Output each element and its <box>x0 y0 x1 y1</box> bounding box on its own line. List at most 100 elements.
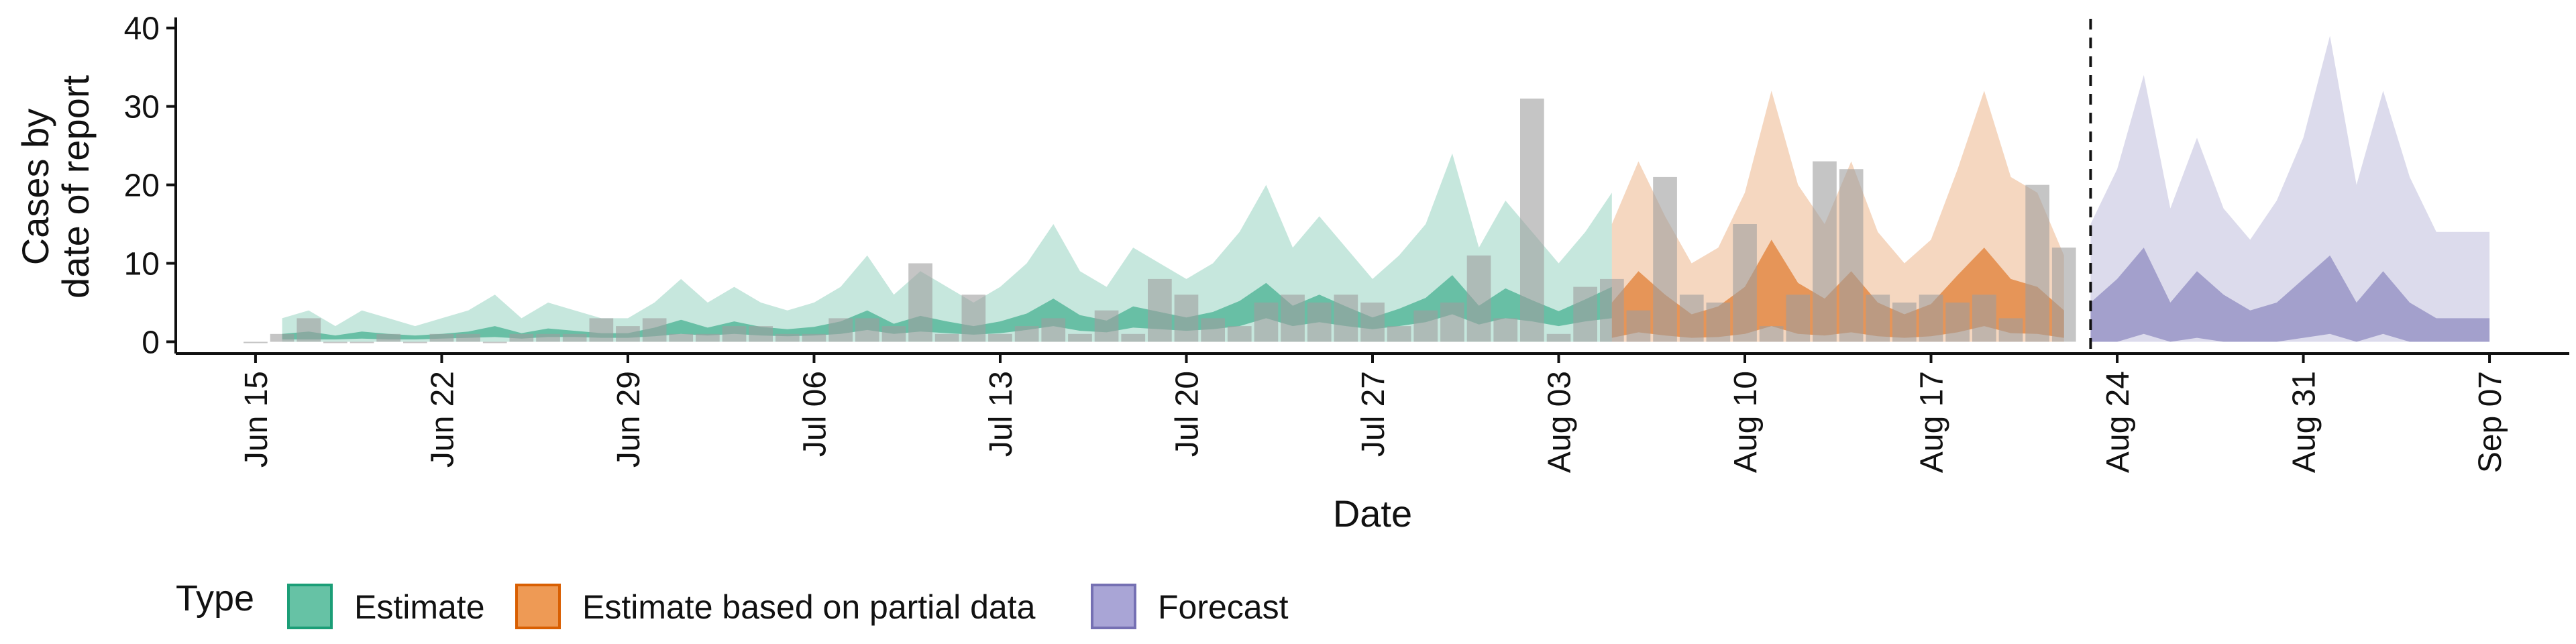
x-tick-label: Aug 17 <box>1915 371 1950 473</box>
x-tick-label: Jul 20 <box>1170 371 1205 457</box>
case-bar <box>669 333 694 342</box>
x-axis-title: Date <box>1333 492 1412 535</box>
case-bar <box>1520 98 1544 342</box>
case-bar <box>988 333 1012 342</box>
forecast-outer-band <box>2090 36 2490 342</box>
legend-key-swatch <box>1091 584 1136 629</box>
case-bar <box>1786 294 1811 342</box>
case-bar <box>775 333 800 342</box>
case-bar <box>1626 310 1651 342</box>
legend-item-label: Estimate based on partial data <box>582 588 1036 626</box>
case-bar <box>1653 176 1677 342</box>
case-bar <box>429 333 454 342</box>
case-bar <box>616 326 640 342</box>
x-tick-label: Jun 15 <box>239 371 274 468</box>
axes: 0 10 20 30 40 Jun 15 Jun 22 Jun 29 Jul 06 Jul 13 J… <box>14 11 2569 535</box>
case-bar <box>2051 248 2076 342</box>
case-bar <box>1866 294 1890 342</box>
case-bar <box>1068 333 1092 342</box>
y-axis-title: Cases bydate of report <box>14 75 97 299</box>
estimate-partial-outer-band <box>1611 91 2064 342</box>
x-tick-label: Aug 03 <box>1542 371 1578 473</box>
case-bar <box>1094 310 1119 342</box>
case-bar <box>536 333 560 342</box>
case-bar <box>1679 294 1704 342</box>
case-bar <box>1014 326 1039 342</box>
y-tick-label: 40 <box>124 11 160 47</box>
x-tick-label: Jun 22 <box>425 371 460 468</box>
case-bar <box>1998 318 2023 342</box>
case-bar <box>1174 294 1199 342</box>
case-bar <box>482 341 507 343</box>
case-bar <box>749 326 773 342</box>
x-tick-label: Jun 29 <box>611 371 647 468</box>
y-tick-label: 0 <box>142 325 160 360</box>
case-bar <box>1706 303 1731 342</box>
case-bar <box>509 333 534 342</box>
case-bar <box>1307 303 1332 342</box>
x-tick-label: Jul 27 <box>1356 371 1391 457</box>
x-tick-label: Aug 10 <box>1728 371 1764 473</box>
case-bar <box>270 333 294 342</box>
case-bar <box>1201 318 1225 342</box>
case-bar <box>403 341 427 343</box>
legend-item-label: Forecast <box>1158 588 1289 626</box>
case-bar <box>1759 326 1784 342</box>
case-bar <box>1440 303 1464 342</box>
case-bar <box>1972 294 1996 342</box>
y-tick-label: 20 <box>124 168 160 204</box>
case-bar <box>1892 303 1917 342</box>
x-tick-label: Jul 06 <box>798 371 833 457</box>
case-bar <box>1254 303 1279 342</box>
case-bar <box>1227 326 1252 342</box>
legend-title: Type <box>176 578 254 619</box>
case-bar <box>1546 333 1571 342</box>
case-bar <box>562 333 587 342</box>
case-bar <box>323 341 347 343</box>
legend: Type Estimate Estimate based on partial da… <box>176 578 1289 629</box>
case-bar <box>1281 294 1305 342</box>
uncertainty-bands <box>282 36 2490 342</box>
case-bar <box>802 333 826 342</box>
y-tick-label: 10 <box>124 247 160 282</box>
x-tick-label: Sep 07 <box>2473 371 2508 473</box>
case-bar <box>1813 161 1837 342</box>
case-bar <box>1360 303 1385 342</box>
legend-key-swatch <box>287 584 333 629</box>
case-bar <box>642 318 667 342</box>
x-tick-label: Aug 31 <box>2287 371 2322 473</box>
case-bar <box>1413 310 1438 342</box>
case-bar <box>934 333 959 342</box>
y-axis-title-line: date of report <box>54 75 97 299</box>
x-tick-label: Jul 13 <box>983 371 1019 457</box>
case-bar <box>2025 184 2049 342</box>
case-bar <box>1733 224 1757 342</box>
reported-case-bars <box>244 98 2076 343</box>
x-tick-label: Aug 24 <box>2100 371 2136 473</box>
case-bar <box>1387 326 1411 342</box>
case-bar <box>1600 278 1624 342</box>
case-bar <box>589 318 614 342</box>
case-bar <box>1493 318 1518 342</box>
case-bar <box>244 341 268 343</box>
case-bar <box>855 318 879 342</box>
case-bar <box>297 318 321 342</box>
case-bar <box>1573 286 1597 342</box>
legend-key-swatch <box>515 584 561 629</box>
case-bar <box>1919 294 1943 342</box>
y-tick-label: 30 <box>124 90 160 125</box>
case-bar <box>722 326 747 342</box>
case-bar <box>1945 303 1970 342</box>
legend-item-label: Estimate <box>354 588 485 626</box>
case-bar <box>961 294 986 342</box>
case-bar <box>376 333 400 342</box>
case-bar <box>1041 318 1066 342</box>
case-bar <box>696 333 720 342</box>
case-bar <box>828 318 853 342</box>
case-bar <box>881 326 906 342</box>
case-bar <box>350 341 374 343</box>
case-bar <box>1466 255 1491 342</box>
forecast-inner-band <box>2090 248 2490 342</box>
case-bar <box>1334 294 1358 342</box>
